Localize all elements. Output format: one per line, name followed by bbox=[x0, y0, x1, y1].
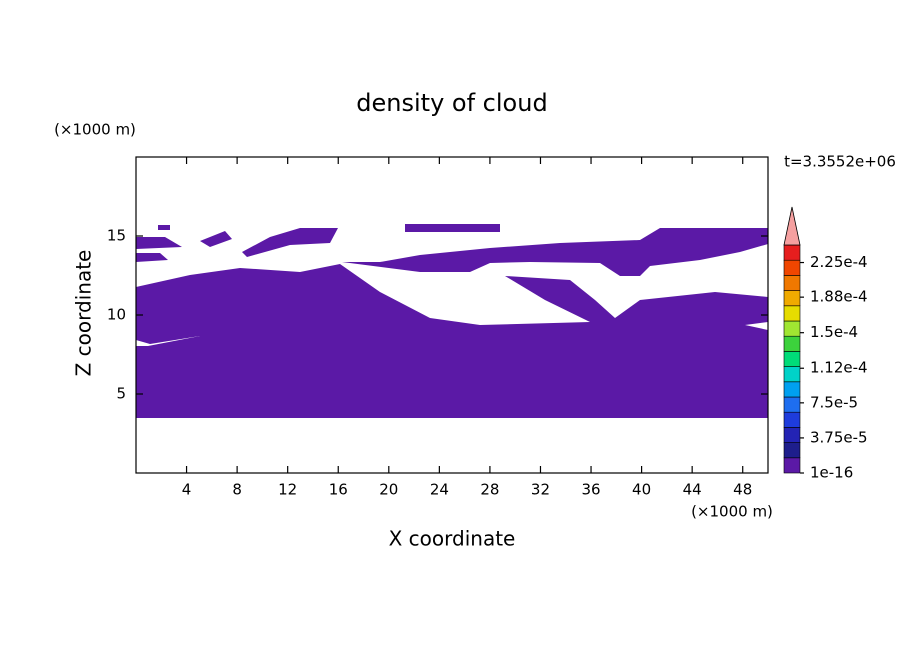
colorbar-box bbox=[783, 442, 801, 459]
contour-region bbox=[136, 237, 182, 249]
colorbar-box bbox=[783, 427, 801, 443]
x-unit: (×1000 m) bbox=[691, 503, 773, 521]
contour-region bbox=[200, 231, 232, 247]
y-axis-label: Z coordinate bbox=[72, 250, 96, 377]
y-tick-label: 15 bbox=[107, 227, 126, 245]
time-annotation: t=3.3552e+06 bbox=[784, 153, 896, 171]
chart-title: density of cloud bbox=[356, 89, 547, 117]
contour-field bbox=[136, 224, 768, 418]
colorbar-box bbox=[783, 290, 801, 307]
colorbar-label: 1.12e-4 bbox=[810, 359, 868, 377]
colorbar-box bbox=[783, 396, 801, 413]
y-unit: (×1000 m) bbox=[54, 121, 136, 139]
contour-region bbox=[342, 228, 768, 276]
contour-region bbox=[136, 253, 168, 262]
contour-region bbox=[242, 228, 338, 257]
x-tick-label: 40 bbox=[632, 481, 651, 499]
contour-region bbox=[136, 264, 768, 418]
x-tick-label: 32 bbox=[531, 481, 550, 499]
colorbar-box bbox=[783, 335, 801, 352]
x-tick-label: 12 bbox=[278, 481, 297, 499]
y-tick-label: 5 bbox=[116, 385, 126, 403]
colorbar-label: 2.25e-4 bbox=[810, 253, 868, 271]
colorbar-label: 3.75e-5 bbox=[810, 428, 868, 446]
x-tick-label: 28 bbox=[480, 481, 499, 499]
x-tick-label: 24 bbox=[430, 481, 449, 499]
colorbar-over bbox=[783, 206, 801, 246]
x-tick-label: 4 bbox=[182, 481, 192, 499]
colorbar-label: 1e-16 bbox=[810, 464, 853, 482]
x-tick-label: 16 bbox=[329, 481, 348, 499]
colorbar-box bbox=[783, 305, 801, 322]
contour-region bbox=[405, 224, 500, 232]
colorbar-label: 1.5e-4 bbox=[810, 323, 858, 341]
colorbar-box bbox=[783, 320, 801, 337]
colorbar-label: 1.88e-4 bbox=[810, 288, 868, 306]
contour-region bbox=[158, 225, 170, 230]
colorbar-box bbox=[783, 244, 801, 261]
x-tick-label: 8 bbox=[232, 481, 242, 499]
x-tick-label: 20 bbox=[379, 481, 398, 499]
colorbar-box bbox=[783, 411, 801, 428]
x-tick-label: 48 bbox=[733, 481, 752, 499]
x-tick-label: 44 bbox=[683, 481, 702, 499]
colorbar-box bbox=[783, 457, 801, 474]
y-tick-label: 10 bbox=[107, 306, 126, 324]
x-axis-label: X coordinate bbox=[389, 527, 516, 551]
colorbar-label: 7.5e-5 bbox=[810, 393, 858, 411]
colorbar-box bbox=[783, 366, 801, 383]
colorbar-box bbox=[783, 259, 801, 276]
colorbar-box bbox=[783, 275, 801, 291]
x-tick-label: 36 bbox=[581, 481, 600, 499]
colorbar-box bbox=[783, 351, 801, 367]
colorbar-box bbox=[783, 381, 801, 398]
